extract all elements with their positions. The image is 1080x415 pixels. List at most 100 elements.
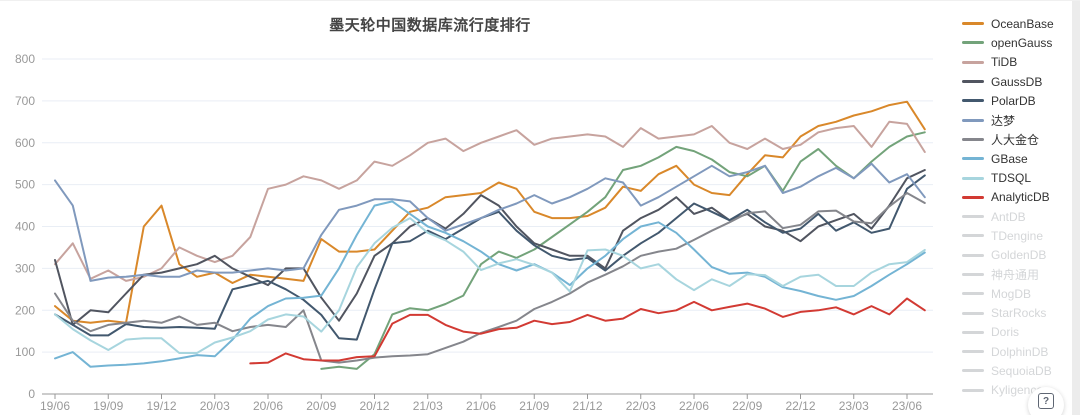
x-axis-label: 22/09 (732, 399, 762, 413)
legend-item-TiDB[interactable]: TiDB (962, 53, 1072, 72)
legend-line-swatch (962, 369, 984, 373)
y-axis-label: 700 (15, 94, 35, 108)
legend-line-swatch (962, 292, 984, 296)
legend-item-AntDB[interactable]: AntDB (962, 207, 1072, 226)
legend-line-swatch (962, 137, 984, 141)
legend-item-AnalyticDB[interactable]: AnalyticDB (962, 188, 1072, 207)
legend-item-神舟通用[interactable]: 神舟通用 (962, 265, 1072, 284)
x-axis-label: 21/06 (466, 399, 496, 413)
x-axis-label: 22/06 (679, 399, 709, 413)
legend-item-label: GBase (991, 151, 1028, 166)
legend-item-label: TiDB (991, 55, 1018, 70)
legend-line-swatch (962, 253, 984, 257)
page-scrollbar-track[interactable] (1072, 1, 1080, 415)
legend-item-StarRocks[interactable]: StarRocks (962, 303, 1072, 322)
legend-line-swatch (962, 80, 984, 84)
legend-item-Doris[interactable]: Doris (962, 323, 1072, 342)
x-axis-label: 23/03 (839, 399, 869, 413)
series-line-达梦 (54, 162, 926, 282)
legend-item-TDSQL[interactable]: TDSQL (962, 168, 1072, 187)
legend-line-swatch (962, 22, 984, 26)
x-axis-label: 19/06 (40, 399, 70, 413)
y-axis-label: 500 (15, 178, 35, 192)
chart-title: 墨天轮中国数据库流行度排行 (329, 17, 531, 34)
legend-line-swatch (962, 388, 984, 392)
series-line-GBase (54, 200, 926, 368)
y-axis-label: 800 (15, 52, 35, 66)
x-axis-label: 20/06 (253, 399, 283, 413)
x-axis-label: 19/09 (93, 399, 123, 413)
legend-line-swatch (962, 157, 984, 161)
x-axis-label: 22/12 (785, 399, 815, 413)
series-line-TiDB (54, 120, 926, 282)
legend-line-swatch (962, 350, 984, 354)
legend-item-label: 人大金仓 (991, 132, 1040, 147)
x-axis-label: 22/03 (626, 399, 656, 413)
legend-item-人大金仓[interactable]: 人大金仓 (962, 130, 1072, 149)
series-line-人大金仓 (54, 192, 926, 364)
legend-line-swatch (962, 118, 984, 122)
legend-item-label: SequoiaDB (991, 363, 1052, 378)
x-axis-label: 20/09 (306, 399, 336, 413)
y-axis-label: 100 (15, 345, 35, 359)
legend-item-TDengine[interactable]: TDengine (962, 226, 1072, 245)
question-mark-icon: ? (1038, 393, 1054, 409)
series-line-openGauss (320, 131, 926, 370)
x-axis-label: 21/09 (519, 399, 549, 413)
legend-item-GoldenDB[interactable]: GoldenDB (962, 246, 1072, 265)
y-axis-label: 400 (15, 220, 35, 234)
legend-item-label: AnalyticDB (991, 190, 1050, 205)
legend-item-Kyligence[interactable]: Kyligence (962, 381, 1072, 400)
x-axis-label: 21/12 (572, 399, 602, 413)
legend-item-label: TDSQL (991, 171, 1032, 186)
legend-item-DolphinDB[interactable]: DolphinDB (962, 342, 1072, 361)
y-axis-label: 300 (15, 261, 35, 275)
y-axis-label: 0 (28, 387, 35, 401)
series-line-AnalyticDB (249, 297, 926, 365)
legend-item-label: StarRocks (991, 306, 1047, 321)
legend-item-PolarDB[interactable]: PolarDB (962, 91, 1072, 110)
legend-item-label: PolarDB (991, 93, 1036, 108)
legend-line-swatch (962, 60, 984, 64)
legend-line-swatch (962, 99, 984, 103)
legend-item-label: OceanBase (991, 16, 1054, 31)
legend-item-达梦[interactable]: 达梦 (962, 110, 1072, 129)
legend-item-label: TDengine (991, 228, 1044, 243)
legend-item-openGauss[interactable]: openGauss (962, 33, 1072, 52)
legend-item-label: Doris (991, 325, 1020, 340)
legend-item-label: GoldenDB (991, 248, 1047, 263)
x-axis-label: 23/06 (892, 399, 922, 413)
legend-line-swatch (962, 176, 984, 180)
legend-line-swatch (962, 215, 984, 219)
x-axis-label: 20/03 (200, 399, 230, 413)
legend-item-label: DolphinDB (991, 344, 1049, 359)
chart-legend: OceanBase openGauss TiDB GaussDB PolarDB 达梦人大… (962, 14, 1072, 400)
legend-item-GBase[interactable]: GBase (962, 149, 1072, 168)
legend-line-swatch (962, 311, 984, 315)
line-chart-plot-area: 0 100 200 300 400 500 600 700 800 19/06 19/09 19/12… (15, 52, 933, 413)
legend-item-label: openGauss (991, 35, 1053, 50)
legend-item-label: GaussDB (991, 74, 1043, 89)
legend-item-GaussDB[interactable]: GaussDB (962, 72, 1072, 91)
legend-item-label: 神舟通用 (991, 268, 1040, 282)
series-line-GaussDB (54, 169, 926, 326)
legend-item-OceanBase[interactable]: OceanBase (962, 14, 1072, 33)
legend-line-swatch (962, 234, 984, 238)
series-line-TDSQL (54, 217, 926, 354)
legend-line-swatch (962, 330, 984, 334)
series-line-OceanBase (54, 100, 926, 324)
y-axis-label: 600 (15, 136, 35, 150)
legend-item-label: Kyligence (991, 383, 1044, 398)
legend-item-label: 达梦 (991, 113, 1016, 128)
legend-item-MogDB[interactable]: MogDB (962, 284, 1072, 303)
legend-line-swatch (962, 41, 984, 45)
legend-item-label: MogDB (991, 286, 1032, 301)
legend-item-SequoiaDB[interactable]: SequoiaDB (962, 361, 1072, 380)
x-axis-label: 19/12 (146, 399, 176, 413)
x-axis-label: 21/03 (413, 399, 443, 413)
x-axis-label: 20/12 (359, 399, 389, 413)
y-axis-label: 200 (15, 303, 35, 317)
help-button[interactable]: ? (1028, 387, 1064, 415)
legend-line-swatch (962, 273, 984, 276)
